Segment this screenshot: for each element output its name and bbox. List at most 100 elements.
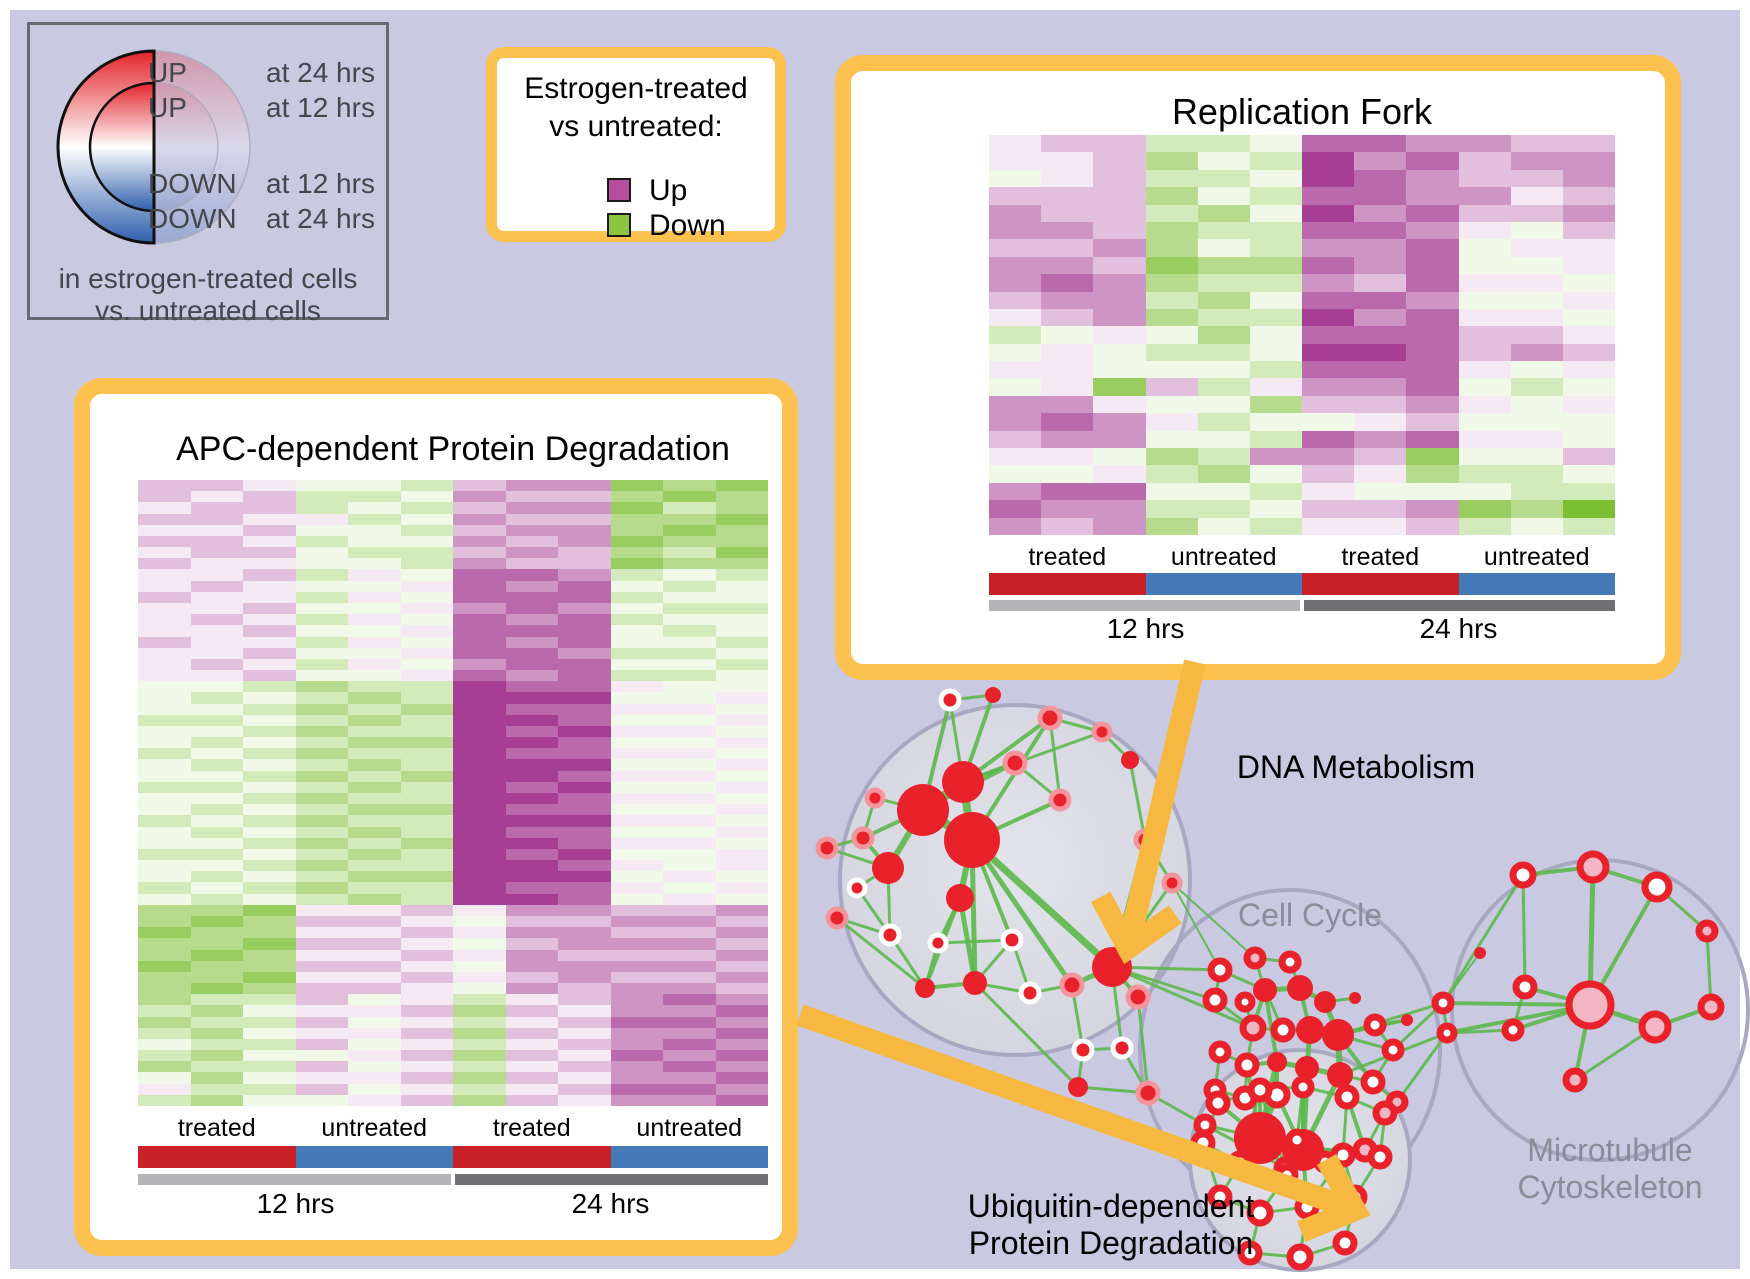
heatmap-cell [558,1027,611,1039]
network-edge [1337,1033,1394,1052]
concentric-rings-icon [56,49,251,245]
heatmap-cell [453,927,506,939]
heatmap-cell [243,558,296,570]
heatmap-cell [989,395,1042,414]
gene-node-d25 [1161,872,1183,894]
gene-node-c4 [1202,987,1228,1013]
heatmap-cell [1406,378,1459,396]
heatmap-cell [348,725,401,738]
network-edge [971,798,1061,842]
heatmap-cell [190,692,243,704]
gene-node-g1 [1071,1038,1095,1062]
heatmap-cell [1354,239,1407,257]
heatmap-cell [400,759,453,771]
heatmap-cell [400,602,453,615]
heatmap-cell [610,804,663,816]
heatmap-cell [1145,465,1198,483]
heatmap-cell [243,826,296,838]
heatmap-cell [295,1038,348,1051]
gene-node-c22 [1381,1038,1405,1062]
network-edge [1245,1064,1262,1139]
heatmap-cell [400,714,453,726]
heatmap-cell [1145,256,1198,275]
heatmap-cell [138,1027,191,1039]
network-edge [1201,1102,1220,1144]
heatmap-cell [190,949,243,961]
heatmap-cell [400,658,453,671]
heatmap-cell [400,491,453,503]
network-edge [1245,1027,1255,1066]
gene-node-g3 [1135,1080,1161,1106]
heatmap-cell [1406,274,1459,292]
heatmap-cell [295,949,348,961]
heatmap-cell [295,983,348,995]
heatmap-cell [295,558,348,570]
heatmap-cell [1249,135,1302,153]
heatmap-cell [1510,517,1563,535]
heatmap-cell [348,994,401,1006]
heatmap-cell [558,793,611,805]
heatmap-cell [453,848,506,861]
heatmap-cell [453,580,506,592]
heatmap-cell [1302,256,1355,275]
network-edge [1258,1134,1305,1154]
heatmap-cell [1145,204,1198,222]
heatmap-cell [400,580,453,592]
heatmap-cell [558,1094,611,1106]
heatmap-cell [1197,517,1250,535]
heatmap-cell [558,826,611,838]
heatmap-cell [1354,378,1407,396]
heatmap-cell [243,748,296,760]
heatmap-cell [1458,291,1511,309]
heatmap-cell [1302,343,1355,362]
network-edge [922,761,1016,812]
heatmap-cell [663,837,716,849]
network-edge [959,781,976,841]
heatmap-cell [190,714,243,726]
heatmap-cell [1093,169,1146,188]
heatmap-cell [190,983,243,995]
heatmap-cell [295,826,348,838]
heatmap-cell [400,1016,453,1028]
heatmap-cell [243,1050,296,1062]
untreated-bar [1145,573,1302,595]
heatmap-cell [295,502,348,514]
heatmap-cell [1145,343,1198,362]
heatmap-cell [505,535,558,548]
heatmap-cell [989,500,1042,518]
gene-node-d16 [927,932,949,954]
treated-bar [138,1146,296,1168]
rf-heatmap [989,135,1615,535]
panel-apc-title: APC-dependent Protein Degradation [176,430,730,468]
heatmap-cell [453,714,506,726]
network-edge [962,761,1016,784]
heatmap-cell [1510,482,1563,501]
heatmap-cell [138,927,191,939]
network-edge [855,887,892,936]
heatmap-cell [610,558,663,570]
heatmap-cell [1093,413,1146,431]
network-edge [1238,1136,1262,1165]
heatmap-cell [453,1005,506,1017]
gene-node-u15 [1237,1240,1263,1266]
network-edge [1214,998,1254,1030]
gene-node-u8 [1285,1128,1309,1152]
heatmap-cell [190,793,243,805]
heatmap-cell [400,848,453,861]
heatmap-cell [610,882,663,894]
heatmap-cell [1354,361,1407,379]
heatmap-cell [663,625,716,637]
network-edge [1029,983,1073,995]
heatmap-cell [138,904,191,916]
gene-node-b1 [1431,991,1455,1015]
heatmap-cell [295,491,348,503]
heatmap-cell [453,491,506,503]
heatmap-cell [715,647,768,659]
heatmap-cell [558,524,611,536]
heatmap-cell [558,502,611,514]
heatmap-cell [989,239,1042,257]
heatmap-cell [1458,517,1511,535]
heatmap-cell [453,591,506,603]
heatmap-cell [1406,500,1459,518]
heatmap-cell [558,703,611,715]
